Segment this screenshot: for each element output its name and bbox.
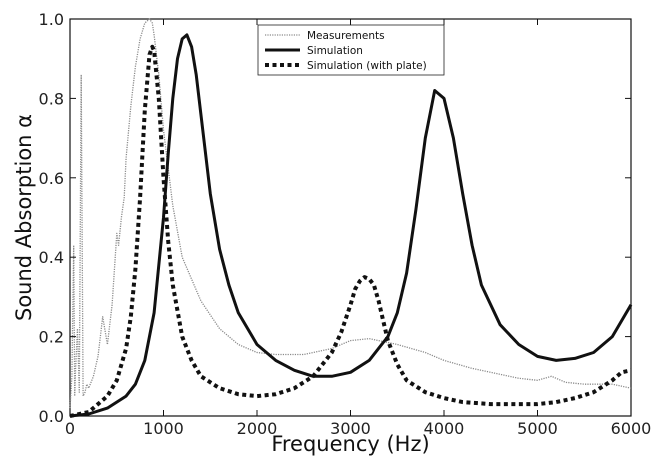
legend: Measurements Simulation Simulation (with p…: [257, 24, 445, 76]
x-axis-label: Frequency (Hz): [271, 432, 429, 456]
y-tick-label: 0.4: [39, 248, 64, 267]
legend-label-0: Measurements: [307, 30, 385, 42]
y-tick-label: 0.0: [39, 407, 64, 426]
x-tick-label: 6000: [611, 419, 652, 438]
axes-layer: 0 1000 2000 3000 4000 5000 6000 0.0 0.2 0.4 0.6 0.8…: [39, 10, 652, 438]
y-tick-label: 0.2: [39, 328, 64, 347]
y-tick-label: 1.0: [39, 10, 64, 29]
series-line-2: [69, 44, 632, 418]
x-tick-label: 0: [65, 419, 75, 438]
y-axis-label: Sound Absorption α: [12, 114, 36, 321]
y-tick-label: 0.6: [39, 169, 64, 188]
x-tick-label: 3000: [330, 419, 371, 438]
plot-area: [69, 18, 632, 417]
plot-frame: [69, 18, 632, 417]
legend-label-2: Simulation (with plate): [307, 60, 427, 72]
x-tick-label: 4000: [424, 419, 465, 438]
y-tick-label: 0.8: [39, 89, 64, 108]
x-tick-label: 5000: [517, 419, 558, 438]
series-line-1: [69, 33, 633, 418]
x-tick-label: 1000: [143, 419, 184, 438]
series-line-0: [69, 18, 632, 409]
legend-label-1: Simulation: [307, 45, 363, 57]
series-layer: [69, 18, 633, 418]
x-tick-label: 2000: [237, 419, 278, 438]
